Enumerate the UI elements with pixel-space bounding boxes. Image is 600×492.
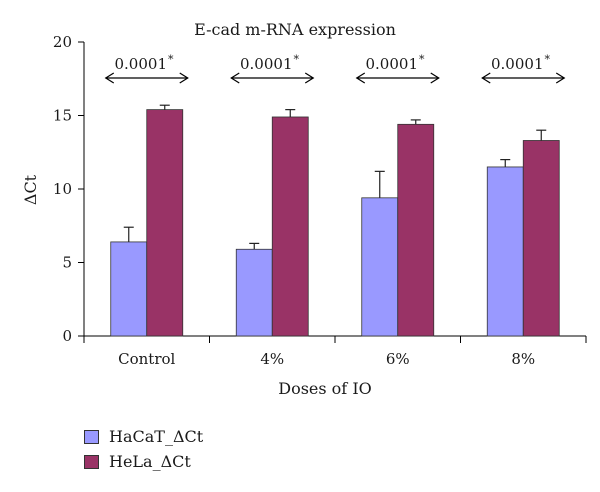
x-tick-label: 8%	[511, 350, 535, 368]
annotation-arrowhead-right	[555, 72, 566, 84]
annotations: 0.0001 * 0.0001 * 0.0001 * 0.0001 *	[104, 53, 566, 84]
y-axis-label: ΔCt	[21, 174, 40, 205]
bar-hacat	[235, 248, 273, 337]
annotation-pvalue: 0.0001	[491, 55, 544, 73]
bars	[110, 104, 560, 337]
annotation-arrowhead-right	[430, 72, 440, 84]
y-tick-label: 20	[53, 33, 72, 51]
annotation-pvalue: 0.0001	[115, 55, 168, 73]
bar-hela	[146, 109, 184, 337]
annotation-arrowhead-right	[179, 72, 189, 84]
annotation-asterisk: *	[419, 53, 425, 66]
x-tick-label: 6%	[386, 350, 410, 368]
annotation-asterisk: *	[545, 53, 551, 66]
chart-title: E-cad m-RNA expression	[194, 20, 396, 39]
bar-hela	[522, 140, 560, 337]
legend-label-hela: HeLa_ΔCt	[109, 452, 191, 471]
bar-hela	[397, 123, 435, 337]
annotation-arrowhead-left	[104, 72, 115, 84]
legend-label-hacat: HaCaT_ΔCt	[109, 427, 204, 446]
annotation-pvalue: 0.0001	[240, 55, 293, 73]
y-tick-label: 10	[53, 180, 72, 198]
x-tick-label: 4%	[260, 350, 284, 368]
bar-hacat	[110, 241, 148, 337]
x-axis-label: Doses of IO	[278, 379, 372, 398]
legend-swatch-hela	[84, 454, 99, 469]
legend-swatch-hacat	[84, 429, 99, 444]
x-tick-label: Control	[118, 350, 175, 368]
annotation-arrowhead-left	[230, 72, 240, 84]
legend-item-hela: HeLa_ΔCt	[84, 449, 203, 474]
annotation-arrowhead-left	[481, 72, 491, 84]
annotation-pvalue: 0.0001	[366, 55, 419, 73]
y-tick-label: 15	[53, 107, 72, 125]
annotation-arrowhead-left	[355, 72, 366, 84]
annotation-arrowhead-right	[304, 72, 315, 84]
y-tick-label: 0	[62, 327, 72, 345]
annotation-asterisk: *	[294, 53, 300, 66]
bar-hela	[271, 116, 309, 337]
y-tick-label: 5	[62, 254, 72, 272]
legend: HaCaT_ΔCt HeLa_ΔCt	[84, 424, 203, 474]
bar-hacat	[361, 197, 399, 337]
y-ticks: 0 5 10 15 20	[53, 33, 84, 345]
bar-hacat	[486, 166, 524, 337]
annotation-asterisk: *	[168, 53, 174, 66]
x-ticks: Control 4% 6% 8%	[83, 336, 587, 368]
chart: E-cad m-RNA expression 0 5 10 15 20 Control 4…	[21, 20, 587, 398]
legend-item-hacat: HaCaT_ΔCt	[84, 424, 203, 449]
